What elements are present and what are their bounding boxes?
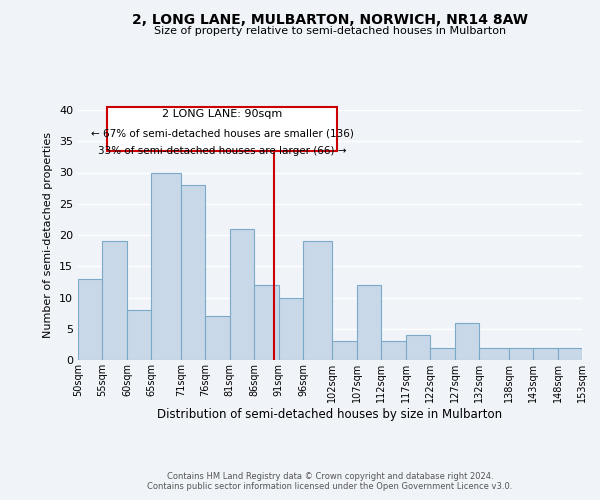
Bar bbox=[533, 348, 557, 360]
Bar bbox=[205, 316, 230, 360]
Bar bbox=[151, 172, 181, 360]
Text: 33% of semi-detached houses are larger (66) →: 33% of semi-detached houses are larger (… bbox=[98, 146, 347, 156]
Text: ← 67% of semi-detached houses are smaller (136): ← 67% of semi-detached houses are smalle… bbox=[91, 128, 354, 138]
Y-axis label: Number of semi-detached properties: Number of semi-detached properties bbox=[43, 132, 53, 338]
Bar bbox=[430, 348, 455, 360]
Bar bbox=[78, 279, 103, 360]
Bar bbox=[455, 322, 479, 360]
Bar bbox=[509, 348, 533, 360]
Text: Contains public sector information licensed under the Open Government Licence v3: Contains public sector information licen… bbox=[148, 482, 512, 491]
Bar bbox=[357, 285, 382, 360]
Bar bbox=[557, 348, 582, 360]
Bar bbox=[382, 341, 406, 360]
Bar bbox=[303, 242, 332, 360]
Bar bbox=[230, 229, 254, 360]
Bar bbox=[278, 298, 303, 360]
X-axis label: Distribution of semi-detached houses by size in Mulbarton: Distribution of semi-detached houses by … bbox=[157, 408, 503, 420]
Bar bbox=[127, 310, 151, 360]
Text: 2 LONG LANE: 90sqm: 2 LONG LANE: 90sqm bbox=[162, 110, 283, 120]
Bar bbox=[103, 242, 127, 360]
Text: Contains HM Land Registry data © Crown copyright and database right 2024.: Contains HM Land Registry data © Crown c… bbox=[167, 472, 493, 481]
Text: 2, LONG LANE, MULBARTON, NORWICH, NR14 8AW: 2, LONG LANE, MULBARTON, NORWICH, NR14 8… bbox=[132, 12, 528, 26]
Bar bbox=[181, 185, 205, 360]
Bar bbox=[332, 341, 357, 360]
Bar bbox=[479, 348, 509, 360]
FancyBboxPatch shape bbox=[107, 107, 337, 150]
Bar bbox=[254, 285, 278, 360]
Text: Size of property relative to semi-detached houses in Mulbarton: Size of property relative to semi-detach… bbox=[154, 26, 506, 36]
Bar bbox=[406, 335, 430, 360]
